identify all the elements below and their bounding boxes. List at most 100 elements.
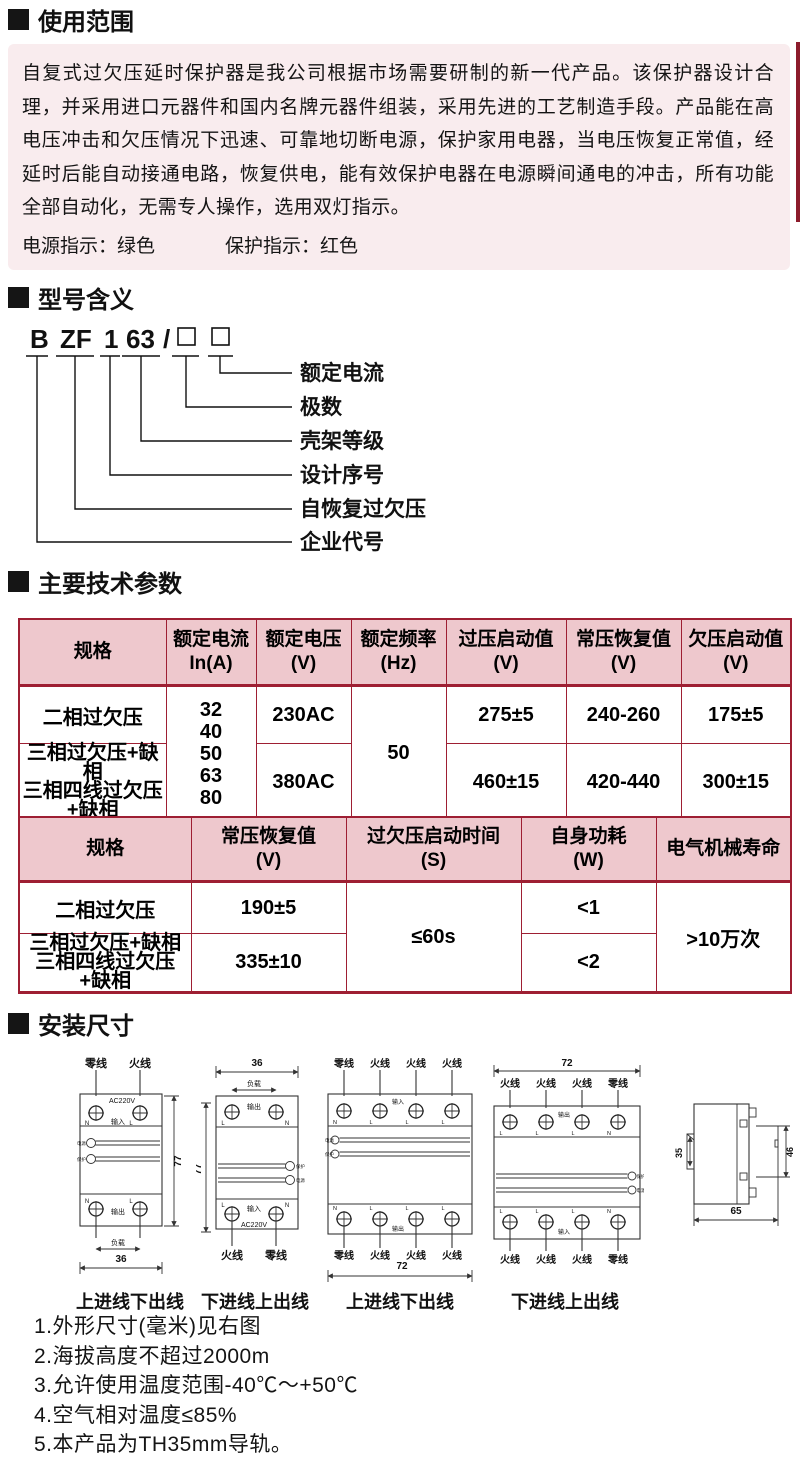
column-header: 规格 <box>18 816 192 883</box>
depth-dim-label: 65 <box>730 1206 742 1217</box>
model-part-slash: / <box>163 324 170 354</box>
protect-led-label: 保护 <box>77 1156 86 1163</box>
output-label: 输出 <box>247 1102 261 1111</box>
note-line: 4.空气相对温度≤85% <box>34 1403 238 1427</box>
undervoltage-cell: 300±15 <box>680 743 792 822</box>
terminal-letter: L <box>405 1120 408 1126</box>
terminal-letter: L <box>441 1206 444 1212</box>
spec-cell: 三相过欠压+缺相 三相四线过欠压+缺相 <box>18 742 167 822</box>
terminal-letter: L <box>369 1206 372 1212</box>
model-label-design-no: 设计序号 <box>300 463 384 487</box>
header-line2: (V) <box>723 653 749 674</box>
connector-line <box>185 356 292 408</box>
height-dim-label: 77 <box>173 1155 184 1167</box>
overvoltage-cell: 460±15 <box>445 743 567 822</box>
header-line1: 规格 <box>73 641 112 662</box>
protect-led <box>330 1149 340 1159</box>
terminal-letter: N <box>333 1120 337 1126</box>
black-square-bullet <box>8 287 29 308</box>
model-label-company-code: 企业代号 <box>299 530 384 554</box>
column-header: 自身功耗 (W) <box>520 816 657 883</box>
terminal-strip-line <box>80 1125 162 1195</box>
spec-cell: 三相过欠压+缺相 三相四线过欠压+缺相 <box>18 933 192 993</box>
indicator-lines <box>496 1173 628 1193</box>
section-title-install: 安装尺寸 <box>8 1006 134 1041</box>
input-label: 输入 <box>247 1204 261 1213</box>
wire-label: 火线 <box>442 1249 462 1262</box>
mount-tab <box>748 1187 757 1198</box>
usage-panel: 自复式过欠压延时保护器是我公司根据市场需要研制的新一代产品。该保护器设计合理，并… <box>8 44 790 270</box>
power-led <box>285 1175 295 1185</box>
model-blank-box <box>177 327 196 346</box>
protect-led-label: 保护 <box>637 1173 645 1180</box>
spec-line2: 三相四线过欠压+缺相 <box>22 780 163 821</box>
wire-label: 零线 <box>264 1248 287 1262</box>
power-led-label: 电源 <box>637 1187 645 1194</box>
model-part-frame: 63 <box>126 324 155 354</box>
table-row: 三相过欠压+缺相 三相四线过欠压+缺相 380AC 460±15 420-440… <box>18 742 792 822</box>
width-dim-label: 36 <box>251 1058 263 1069</box>
column-header: 欠压启动值 (V) <box>680 618 792 687</box>
terminal-letter: L <box>129 1199 133 1205</box>
device-front-view: 零线 火线 火线 火线 输入 N L L L 电源 保护 <box>325 1057 473 1282</box>
section-title-text: 使用范围 <box>38 9 134 36</box>
wire-label: 零线 <box>84 1056 107 1070</box>
note-line: 1.外形尺寸(毫米)见右图 <box>34 1315 261 1338</box>
header-line1: 额定电压 <box>265 629 342 650</box>
terminal-letter: L <box>405 1206 408 1212</box>
terminal-letter: L <box>571 1131 574 1137</box>
connector-line <box>140 356 292 442</box>
model-part-company: B <box>30 324 49 354</box>
model-blank-box <box>211 327 230 346</box>
model-label-poles: 极数 <box>300 396 343 419</box>
terminal-letter: L <box>571 1209 574 1215</box>
header-line1: 额定频率 <box>360 629 437 650</box>
output-label: 输出 <box>392 1225 404 1233</box>
current-value: 63 <box>199 764 223 787</box>
wire-label: 火线 <box>536 1077 556 1090</box>
wire-label: 火线 <box>129 1056 151 1070</box>
width-dim-label: 72 <box>396 1261 408 1272</box>
device-profile <box>693 1103 750 1205</box>
device-body <box>215 1095 299 1230</box>
power-led <box>86 1138 96 1148</box>
note-line: 5.本产品为TH35mm导轨。 <box>34 1433 293 1456</box>
header-line2: (V) <box>610 653 637 674</box>
load-label: 负载 <box>111 1238 125 1247</box>
black-square-bullet <box>8 1013 29 1034</box>
terminal-strip-line <box>216 1126 298 1200</box>
protect-led <box>86 1154 96 1164</box>
power-led-label: 电源 <box>296 1177 305 1184</box>
input-label: 输入 <box>111 1117 125 1126</box>
input-label: 输入 <box>392 1098 404 1106</box>
dim-ticks <box>79 1262 163 1274</box>
height-dim-label: 77 <box>196 1163 204 1175</box>
current-value: 50 <box>199 742 223 765</box>
recover-cell: 335±10 <box>190 933 347 993</box>
column-header: 常压恢复值 (V) <box>565 618 682 687</box>
indicator-lines <box>218 1163 286 1183</box>
model-label-frame-level: 壳架等级 <box>299 429 384 453</box>
header-line1: 常压恢复值 <box>575 629 671 650</box>
model-label-rated-current: 额定电流 <box>300 361 384 385</box>
terminal-letter: N <box>85 1199 89 1205</box>
header-line2: (S) <box>420 850 447 871</box>
header-line1: 额定电流 <box>172 629 249 650</box>
ac-voltage-label: AC220V <box>241 1222 267 1229</box>
power-indicator-text: 电源指示：绿色 <box>22 235 156 257</box>
device-side-view: 35 46 65 <box>674 1103 794 1226</box>
wire-label: 零线 <box>333 1057 354 1070</box>
spec-line1: 三相过欠压+缺相 <box>26 742 159 783</box>
recover-cell: 190±5 <box>190 881 347 934</box>
table-header-row: 规格 额定电流 In(A) 额定电压 (V) 额定频率 (Hz) 过压启动值 (V) 常… <box>18 618 792 687</box>
input-label: 输入 <box>558 1228 570 1236</box>
dim-ticks <box>201 1102 211 1233</box>
dim-ticks <box>164 1095 179 1227</box>
terminal-cross <box>336 1211 460 1227</box>
terminal-strip-line <box>494 1136 640 1208</box>
indicator-lines <box>339 1137 470 1157</box>
connector-line <box>219 356 292 374</box>
terminal-cross <box>224 1206 284 1222</box>
mount-tab <box>748 1107 757 1118</box>
profile-detail-square <box>739 1172 748 1181</box>
